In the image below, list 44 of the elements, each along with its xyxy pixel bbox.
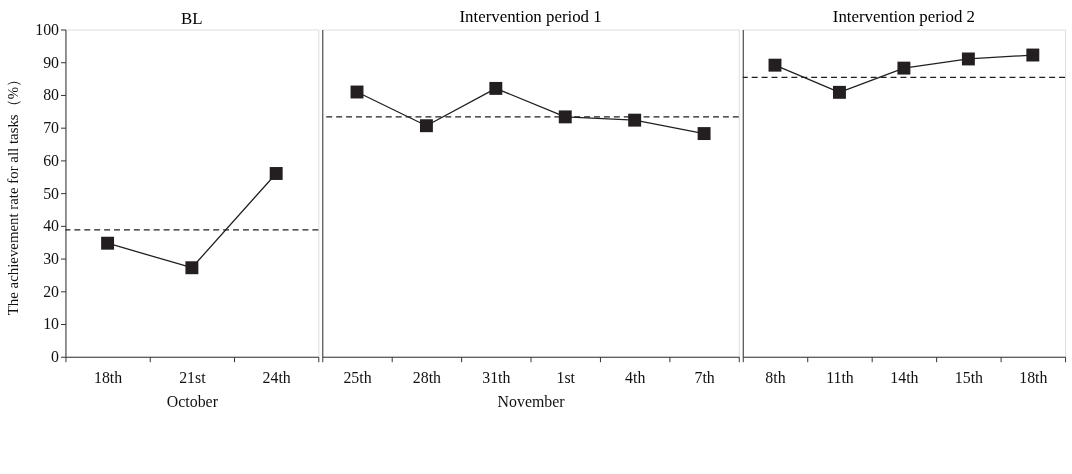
x-tick-label: 21st [179,369,207,387]
y-tick-label: 30 [43,250,60,268]
x-tick-label: 11th [826,369,854,387]
y-tick-label: 40 [43,217,60,235]
x-tick-label: 7th [694,369,715,387]
y-tick-label: 60 [43,151,60,169]
point [101,236,115,250]
x-tick-label: 8th [765,369,786,387]
chart-title: Intervention period 2 [832,6,976,26]
y-axis-title: The achievement rate for all tasks（%） [5,71,22,316]
point [1026,48,1040,62]
chart-title: BL [181,8,203,28]
y-tick-label: 90 [43,53,60,71]
x-tick-label: 25th [343,369,372,387]
y-tick-label: 80 [43,86,60,104]
y-tick-label: 20 [43,282,60,300]
x-tick-label: 28th [412,369,442,387]
x-tick-label: 18th [1019,369,1048,387]
point [961,52,975,66]
x-axis-title: October [166,392,219,410]
x-tick-label: 4th [625,369,646,387]
point [768,58,782,72]
point [628,113,642,127]
y-tick-label: 10 [43,315,60,333]
x-axis-title: November [497,392,566,410]
chart-title: Intervention period 1 [459,6,602,26]
x-tick-label: 15th [954,369,984,387]
point [185,261,199,275]
y-tick-label: 70 [43,119,60,137]
x-tick-label: 14th [890,369,919,387]
point [269,167,283,180]
point [832,85,846,99]
point [489,81,503,95]
x-tick-label: 31th [482,369,511,387]
y-tick-label: 50 [43,184,60,202]
y-tick-label: 100 [35,20,60,38]
point [419,119,433,133]
x-tick-label: 1st [556,369,576,387]
point [897,61,911,75]
x-tick-label: 18th [93,369,123,387]
point [697,127,711,141]
x-tick-label: 24th [262,369,291,387]
point [558,110,572,124]
y-tick-label: 0 [51,348,60,366]
